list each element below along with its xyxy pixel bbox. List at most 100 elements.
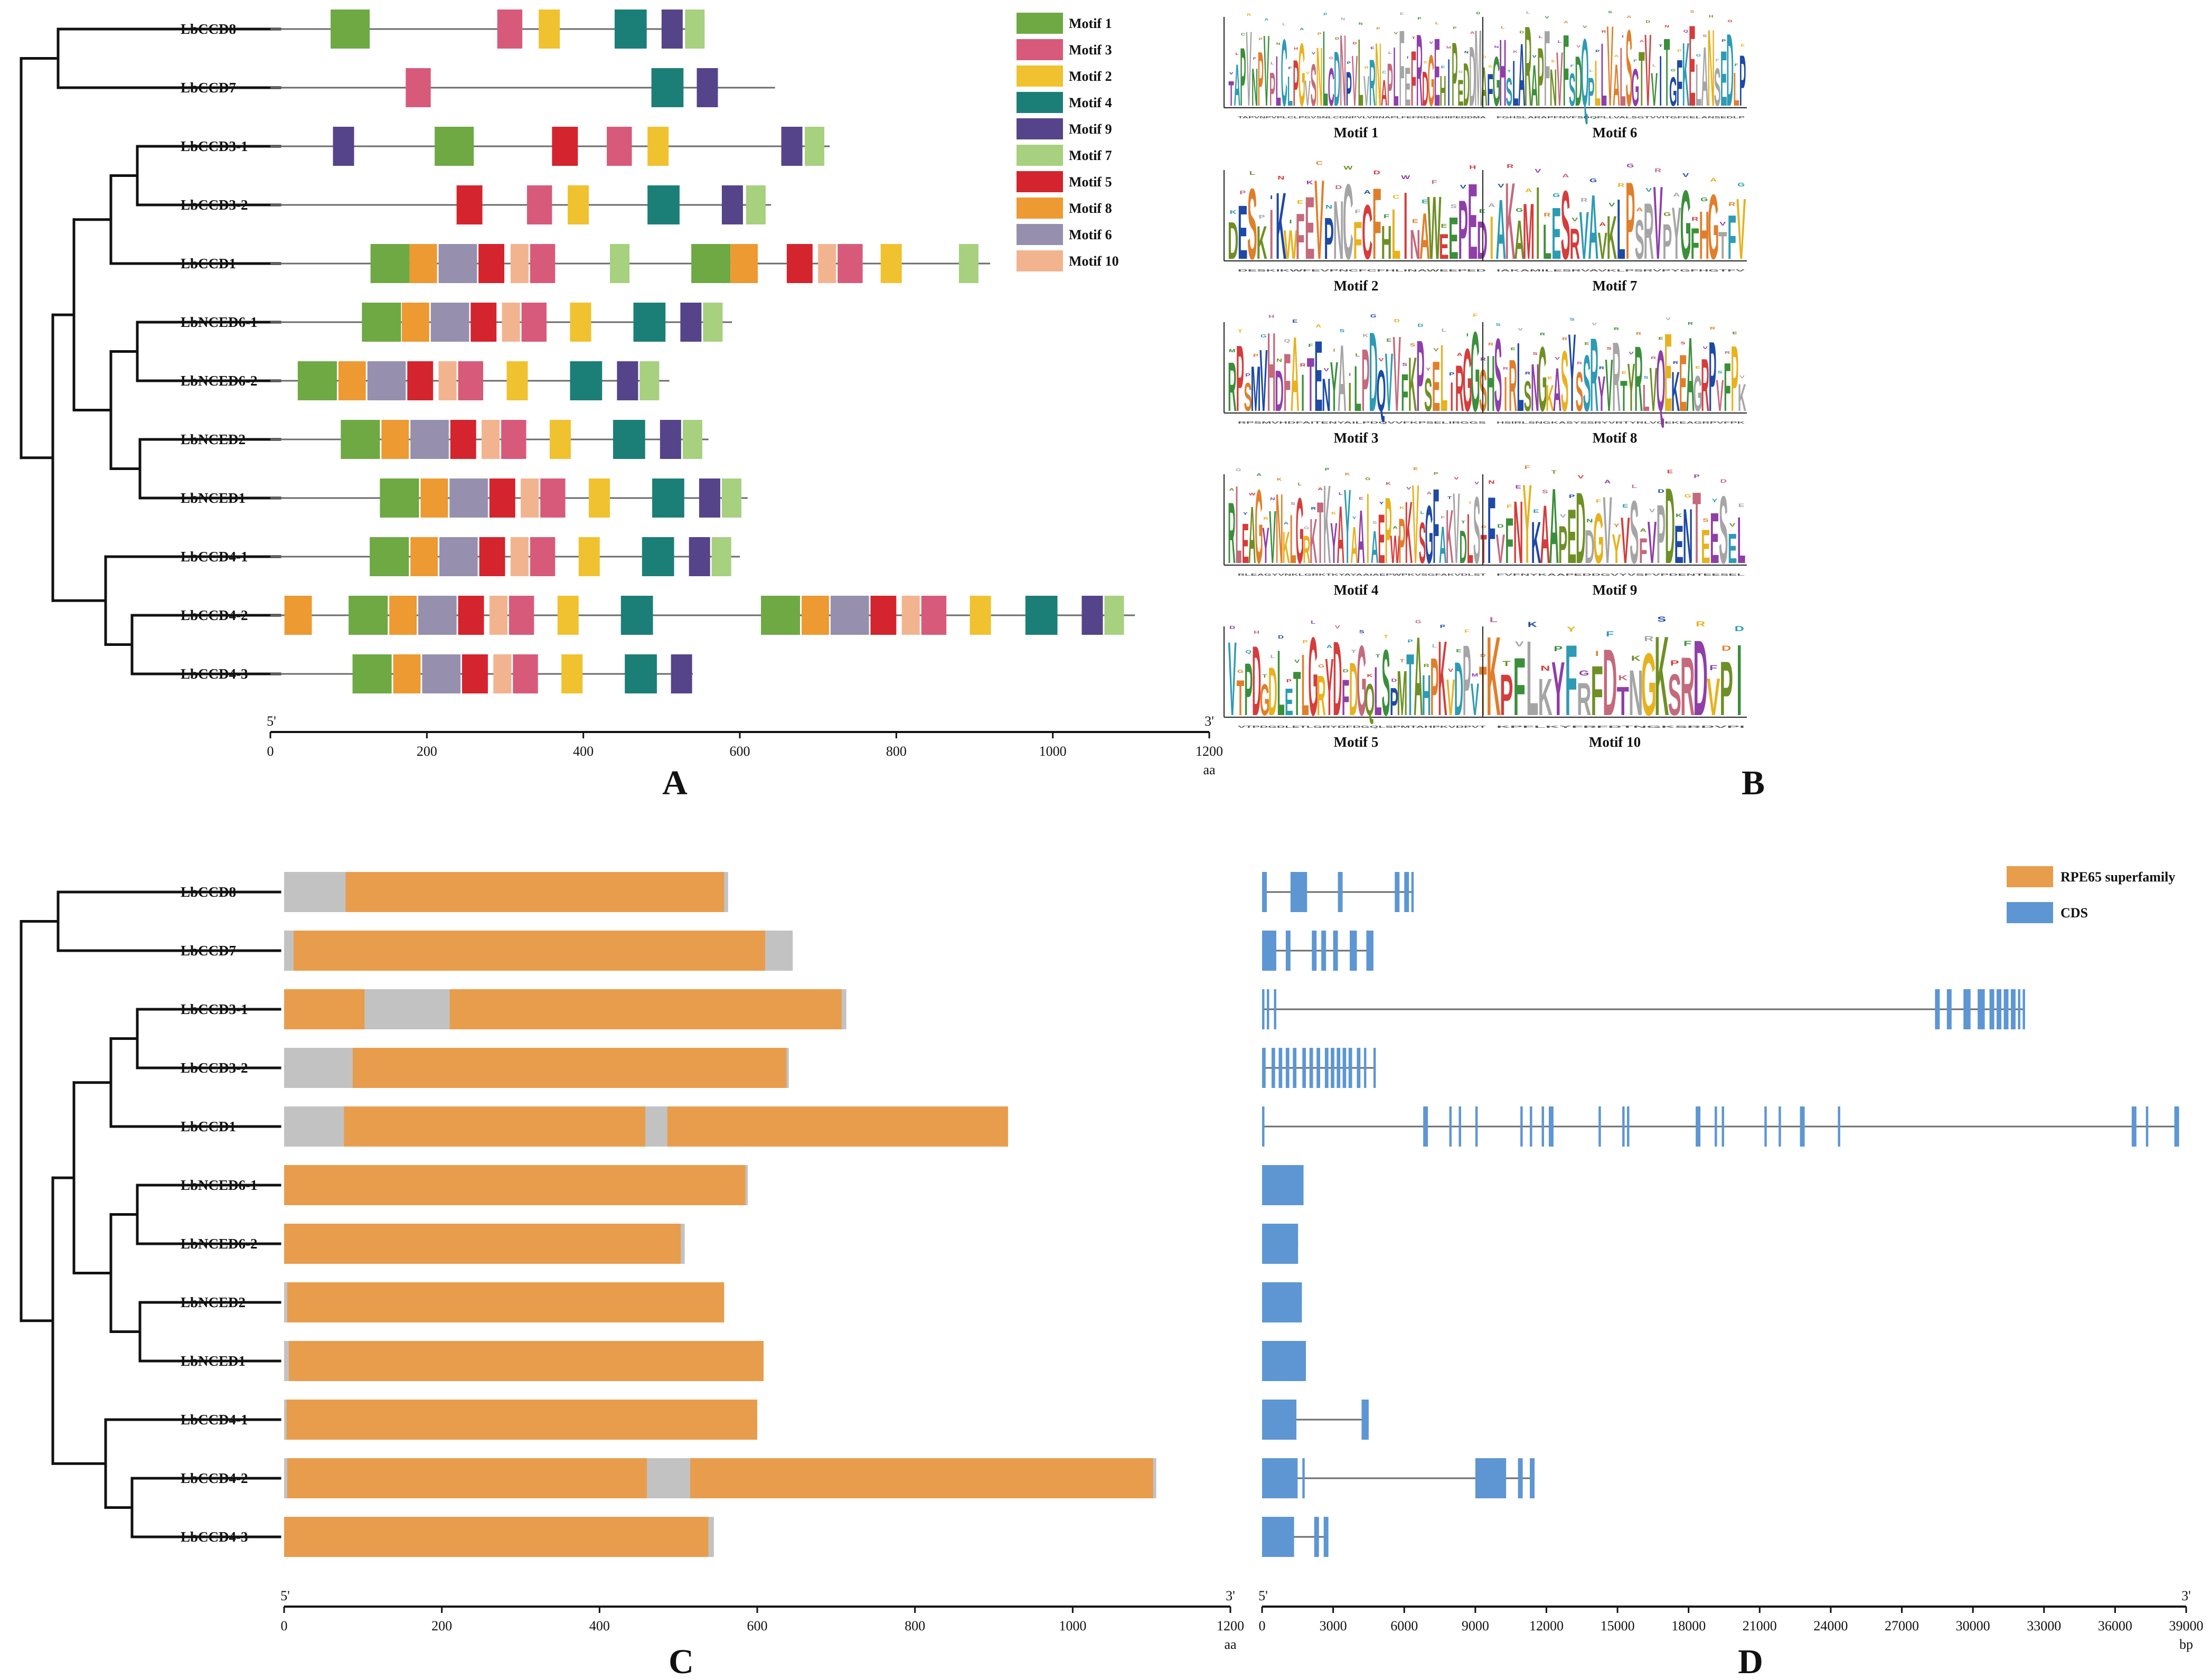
logo-letter: S	[1473, 477, 1480, 584]
gene-label: LbNCED6-2	[181, 373, 258, 389]
logo-letter: R	[1577, 361, 1582, 365]
logo-letter: V	[1471, 675, 1479, 725]
exon-box	[1361, 1400, 1369, 1440]
logo-letter: F	[1513, 641, 1526, 734]
logo-letter: V	[1583, 25, 1587, 29]
logo-letter: S	[1382, 630, 1390, 735]
logo-letter: Y	[1522, 462, 1531, 588]
motif-box	[647, 127, 669, 166]
logo-letter: A	[1636, 207, 1643, 213]
logo-letter: N	[1333, 184, 1344, 277]
logo-letter: K	[1408, 342, 1417, 428]
logo-letter: Q	[1284, 339, 1291, 344]
logo-letter: A	[1496, 182, 1506, 277]
logo-letter: N	[1275, 474, 1283, 585]
logo-letter: F	[1570, 64, 1574, 68]
logo-letter: A	[1562, 173, 1569, 179]
logo-letter: D	[1335, 185, 1342, 191]
logo-letter: K	[1631, 654, 1641, 662]
logo-letter: L	[1282, 23, 1286, 26]
logo-letter: S	[1494, 317, 1502, 434]
motif-box	[526, 185, 552, 224]
axis-tick-label: 3000	[1320, 1618, 1347, 1634]
gene-label: LbCCD4-2	[181, 607, 248, 623]
logo-letter: L	[1558, 40, 1561, 44]
logo-letter: T	[1406, 636, 1414, 734]
logo-letter: N	[1629, 658, 1643, 729]
logo-letter: P	[1253, 353, 1258, 359]
logo-letter: L	[1235, 462, 1241, 587]
motif-box	[652, 478, 684, 518]
motif-box	[456, 185, 483, 224]
logo-letter: Y	[1568, 311, 1576, 435]
logo-letter: N	[1664, 25, 1669, 29]
motif-box	[521, 478, 539, 518]
logo-letter: A	[1627, 15, 1632, 19]
legend-label: Motif 4	[1069, 95, 1112, 110]
motif-box	[367, 361, 406, 400]
logo-letter: E	[1432, 346, 1440, 426]
logo-letter: F	[1464, 629, 1469, 634]
logo-letter: F	[1734, 63, 1738, 67]
motif-box	[838, 244, 863, 283]
logo-letter: E	[1441, 223, 1447, 229]
exon-box	[1373, 1048, 1376, 1088]
motif-box	[639, 361, 660, 400]
logo-letter: N	[1252, 58, 1258, 117]
logo-letter: R	[1424, 663, 1429, 669]
logo-letter: W	[1343, 165, 1352, 171]
logo-letter: I	[1622, 35, 1624, 39]
logo-letter: K	[1306, 180, 1314, 186]
axis-tick-label: 600	[747, 1618, 768, 1634]
logo-letter: A	[1364, 190, 1371, 195]
axis-tick-label: 6000	[1390, 1618, 1418, 1634]
gene-label: LbCCD3-1	[181, 1001, 248, 1017]
motif-box	[818, 244, 836, 283]
axis-d: 0 3000 6000 9000 12000 15000 18000 21000 24000 27…	[1258, 1588, 2203, 1652]
logo-letter: Q	[1581, 20, 1589, 127]
logo-letter: G	[1685, 493, 1691, 499]
logo-letter: R	[1580, 198, 1588, 203]
logo-letter: S	[1410, 343, 1415, 348]
logo-letter: T	[1317, 484, 1323, 582]
motif-box	[540, 478, 566, 518]
logo-letter: A	[1531, 53, 1538, 118]
logo-letter: H	[1699, 196, 1709, 273]
logo-letter: K	[1671, 360, 1680, 423]
logo-title: Motif 10	[1589, 734, 1641, 750]
logo-letter: G	[1370, 314, 1377, 319]
logo-letter: S	[1630, 482, 1639, 582]
logo-letter: A	[1588, 176, 1598, 278]
axis-tick-label: 36000	[2098, 1618, 2132, 1634]
logo-letter: D	[1349, 646, 1358, 731]
logo-letter: I	[1333, 348, 1335, 353]
exon-box	[1411, 872, 1414, 912]
logo-letter: S	[1506, 69, 1512, 114]
logo-letter: P	[1720, 645, 1733, 731]
logo-letter: T	[1412, 36, 1415, 40]
logo-letter: H	[1381, 217, 1391, 269]
logo-letter: D	[1482, 55, 1486, 59]
logo-letter: L	[1440, 325, 1447, 431]
motif-box	[721, 478, 741, 518]
exon-box	[1946, 989, 1952, 1029]
logo-letter: E	[1584, 342, 1589, 346]
logo-letter: D	[1497, 523, 1503, 529]
exon-box	[1800, 1106, 1805, 1147]
logo-letter: I	[1348, 375, 1351, 420]
logo-letter: E	[1551, 193, 1561, 275]
logo-letter: K	[1618, 674, 1628, 682]
gene-label: LbCCD3-1	[181, 138, 248, 154]
logo-letter: V	[1393, 314, 1401, 434]
logo-letter: K	[1654, 612, 1669, 739]
logo-letter: E	[1621, 371, 1626, 375]
logo-letter: T	[1400, 659, 1405, 664]
logo-letter: R	[1636, 332, 1641, 336]
motif-box	[617, 361, 638, 400]
exon-box	[1459, 1106, 1461, 1147]
logo-letter: E	[1674, 514, 1683, 575]
motif-box	[407, 361, 434, 400]
logo-letter: N	[1325, 204, 1332, 210]
exon-box	[1838, 1106, 1840, 1147]
